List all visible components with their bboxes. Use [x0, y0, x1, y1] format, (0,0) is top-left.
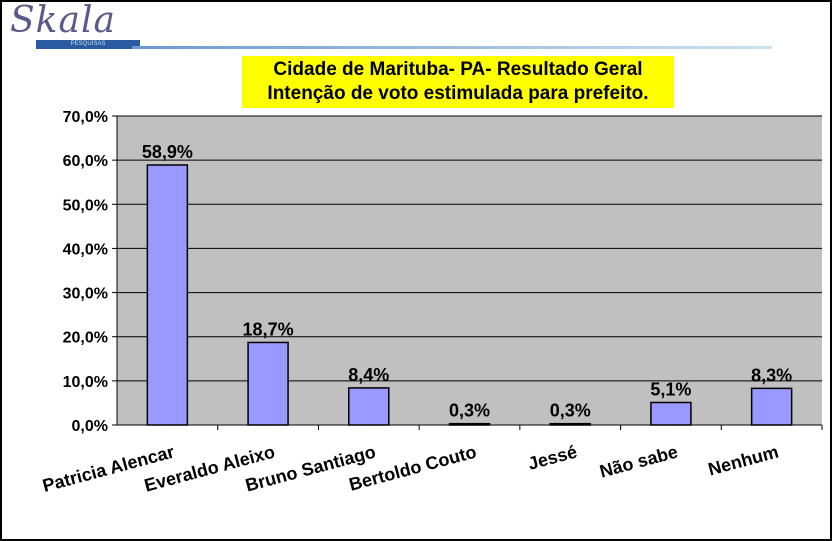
header-rule: [132, 46, 772, 49]
logo-text: Skala: [10, 0, 116, 41]
bar: [650, 401, 692, 426]
y-tick-label: 10,0%: [63, 374, 108, 391]
bar: [247, 341, 289, 426]
bar: [448, 422, 491, 426]
y-tick-label: 20,0%: [63, 330, 108, 347]
data-label: 0,3%: [550, 401, 591, 421]
skala-logo: Skala PESQUISAS: [8, 2, 140, 50]
x-tick-label: Jessé: [526, 442, 580, 474]
y-tick-label: 70,0%: [63, 109, 108, 126]
data-label: 0,3%: [449, 401, 490, 421]
x-tick-label: Nenhum: [706, 442, 781, 480]
data-label: 18,7%: [243, 319, 294, 339]
y-tick-label: 50,0%: [63, 197, 108, 214]
y-tick-label: 60,0%: [63, 153, 108, 170]
y-tick-label: 30,0%: [63, 286, 108, 303]
y-tick-label: 40,0%: [63, 241, 108, 258]
bar: [146, 164, 189, 426]
title-line-1: Cidade de Marituba- PA- Resultado Geral: [273, 59, 643, 80]
chart-title: Cidade de Marituba- PA- Resultado Geral …: [242, 56, 674, 108]
bar: [549, 422, 591, 426]
logo-subtitle: PESQUISAS: [36, 40, 140, 49]
data-label: 8,4%: [348, 365, 389, 385]
data-label: 5,1%: [650, 379, 691, 399]
title-line-2: Intenção de voto estimulada para prefeit…: [267, 83, 649, 104]
plot-area: [117, 116, 822, 425]
data-label: 8,3%: [751, 365, 792, 385]
y-tick-label: 0,0%: [72, 418, 108, 435]
bar: [348, 387, 390, 426]
x-tick-label: Não sabe: [597, 442, 679, 482]
bar: [750, 387, 793, 426]
data-label: 58,9%: [142, 142, 193, 162]
